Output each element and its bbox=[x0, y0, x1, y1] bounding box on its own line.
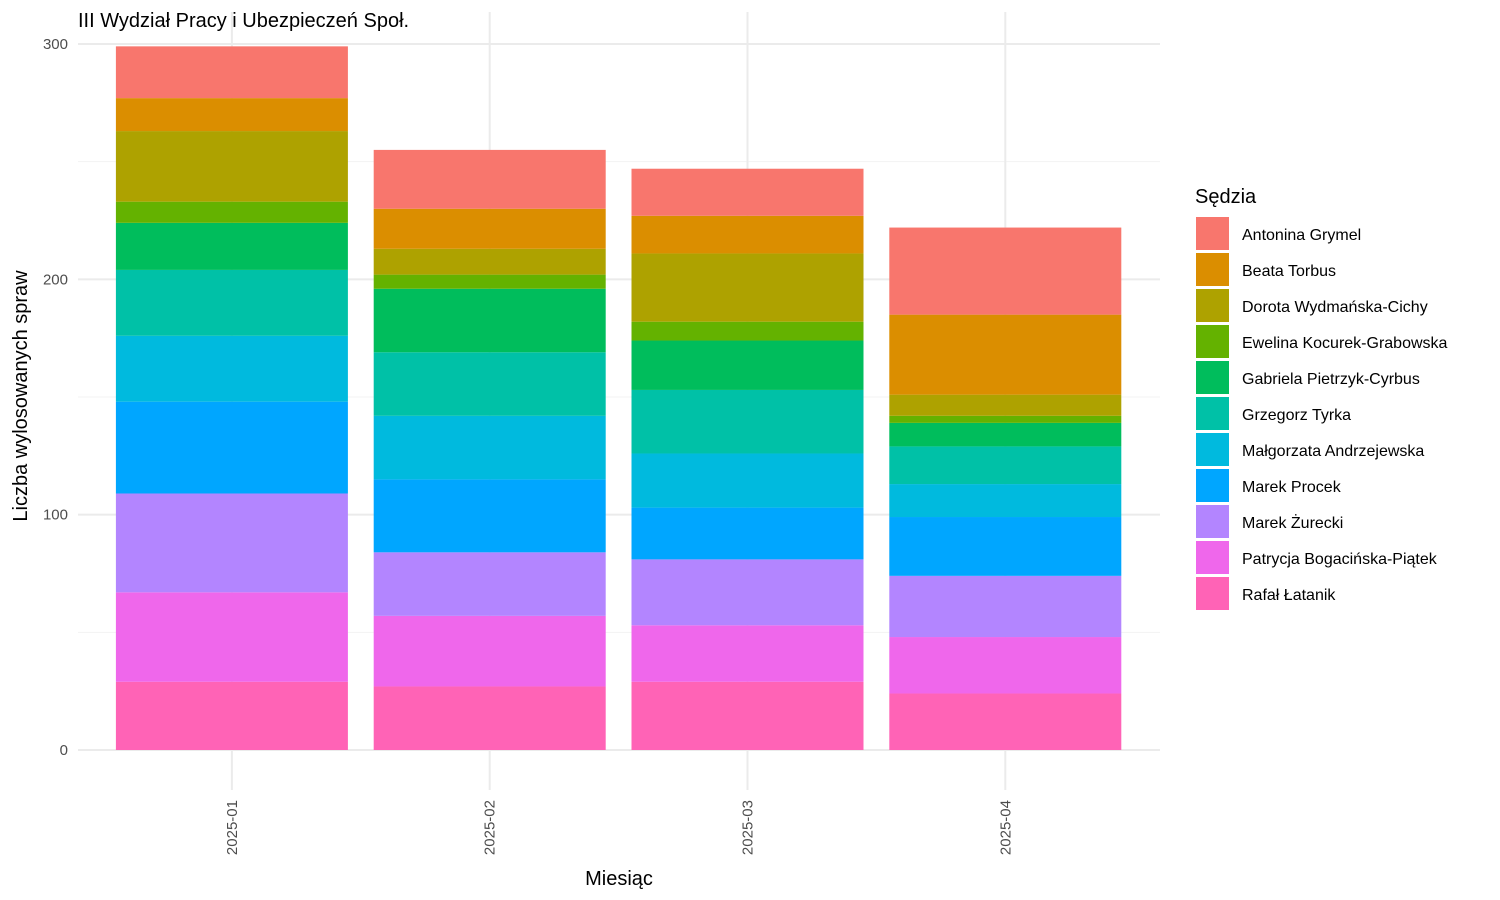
legend-label: Antonina Grymel bbox=[1242, 227, 1361, 244]
y-tick-label: 200 bbox=[43, 271, 68, 288]
axes: 0 100 200 300 2025-01 2025-02 2025-03 2025-04 bbox=[43, 36, 1014, 855]
legend-swatch bbox=[1196, 541, 1229, 574]
bar-segment bbox=[373, 415, 606, 480]
bar-segment bbox=[631, 215, 864, 254]
bar-segment bbox=[115, 269, 348, 336]
legend-swatch bbox=[1196, 433, 1229, 466]
bar-segment bbox=[115, 46, 348, 99]
chart-title: III Wydział Pracy i Ubezpieczeń Społ. bbox=[78, 10, 409, 32]
bar-segment bbox=[889, 314, 1122, 395]
x-tick-label: 2025-02 bbox=[482, 800, 499, 855]
bar-segment bbox=[889, 446, 1122, 485]
legend-swatch bbox=[1196, 577, 1229, 610]
bar-segment bbox=[631, 681, 864, 750]
bar-segment bbox=[889, 693, 1122, 750]
bar-segment bbox=[889, 484, 1122, 518]
legend-label: Grzegorz Tyrka bbox=[1242, 407, 1351, 424]
bar-segment bbox=[631, 340, 864, 390]
legend-label: Małgorzata Andrzejewska bbox=[1242, 443, 1424, 460]
x-tick-label: 2025-03 bbox=[740, 800, 757, 855]
legend-label: Marek Procek bbox=[1242, 479, 1342, 496]
bar-segment bbox=[889, 422, 1122, 447]
bar-segment bbox=[889, 637, 1122, 694]
legend-label: Marek Żurecki bbox=[1242, 513, 1343, 532]
legend-swatch bbox=[1196, 289, 1229, 322]
bar-segment bbox=[631, 168, 864, 216]
bar-segment bbox=[115, 131, 348, 202]
legend: Sędzia Antonina Grymel Beata Torbus Dorota… bbox=[1195, 186, 1448, 610]
bar-segment bbox=[631, 559, 864, 626]
legend-swatch bbox=[1196, 361, 1229, 394]
bar-segment bbox=[373, 208, 606, 249]
bar-segment bbox=[631, 389, 864, 454]
bar-segment bbox=[889, 575, 1122, 638]
bar-segment bbox=[373, 352, 606, 416]
bar-segment bbox=[631, 321, 864, 341]
bar-segment bbox=[631, 507, 864, 560]
legend-swatch bbox=[1196, 505, 1229, 538]
legend-swatch bbox=[1196, 469, 1229, 502]
legend-swatch bbox=[1196, 217, 1229, 250]
bar-segment bbox=[373, 274, 606, 289]
bars bbox=[115, 46, 1122, 750]
bar-segment bbox=[373, 479, 606, 553]
bar-segment bbox=[373, 686, 606, 750]
bar-segment bbox=[631, 453, 864, 508]
bar-segment bbox=[115, 681, 348, 750]
legend-title: Sędzia bbox=[1195, 186, 1257, 208]
y-axis-title: Liczba wylosowanych spraw bbox=[10, 270, 32, 522]
x-axis-title: Miesiąc bbox=[585, 868, 653, 890]
bar-segment bbox=[373, 552, 606, 616]
legend-swatch bbox=[1196, 325, 1229, 358]
bar-segment bbox=[115, 222, 348, 270]
y-tick-label: 100 bbox=[43, 507, 68, 524]
bar-segment bbox=[373, 248, 606, 275]
bar-segment bbox=[889, 227, 1122, 315]
bar-segment bbox=[889, 394, 1122, 416]
bar-segment bbox=[631, 625, 864, 682]
legend-label: Beata Torbus bbox=[1242, 263, 1336, 280]
bar-segment bbox=[115, 335, 348, 402]
bar-segment bbox=[115, 493, 348, 593]
bar-segment bbox=[889, 517, 1122, 576]
bar-segment bbox=[115, 201, 348, 223]
legend-label: Gabriela Pietrzyk-Cyrbus bbox=[1242, 371, 1420, 388]
bar-segment bbox=[373, 615, 606, 687]
legend-label: Rafał Łatanik bbox=[1242, 587, 1336, 604]
bar-segment bbox=[889, 415, 1122, 423]
legend-label: Ewelina Kocurek-Grabowska bbox=[1242, 335, 1448, 352]
legend-swatch bbox=[1196, 253, 1229, 286]
x-tick-label: 2025-01 bbox=[224, 800, 241, 855]
bar-segment bbox=[115, 98, 348, 132]
y-tick-label: 300 bbox=[43, 36, 68, 53]
x-tick-label: 2025-04 bbox=[997, 800, 1014, 855]
bar-segment bbox=[115, 401, 348, 494]
bar-segment bbox=[631, 253, 864, 322]
legend-label: Patrycja Bogacińska-Piątek bbox=[1242, 551, 1438, 568]
legend-label: Dorota Wydmańska-Cichy bbox=[1242, 299, 1428, 316]
bar-segment bbox=[115, 592, 348, 682]
legend-swatch bbox=[1196, 397, 1229, 430]
bar-segment bbox=[373, 288, 606, 353]
y-tick-label: 0 bbox=[60, 742, 68, 759]
bar-segment bbox=[373, 149, 606, 209]
